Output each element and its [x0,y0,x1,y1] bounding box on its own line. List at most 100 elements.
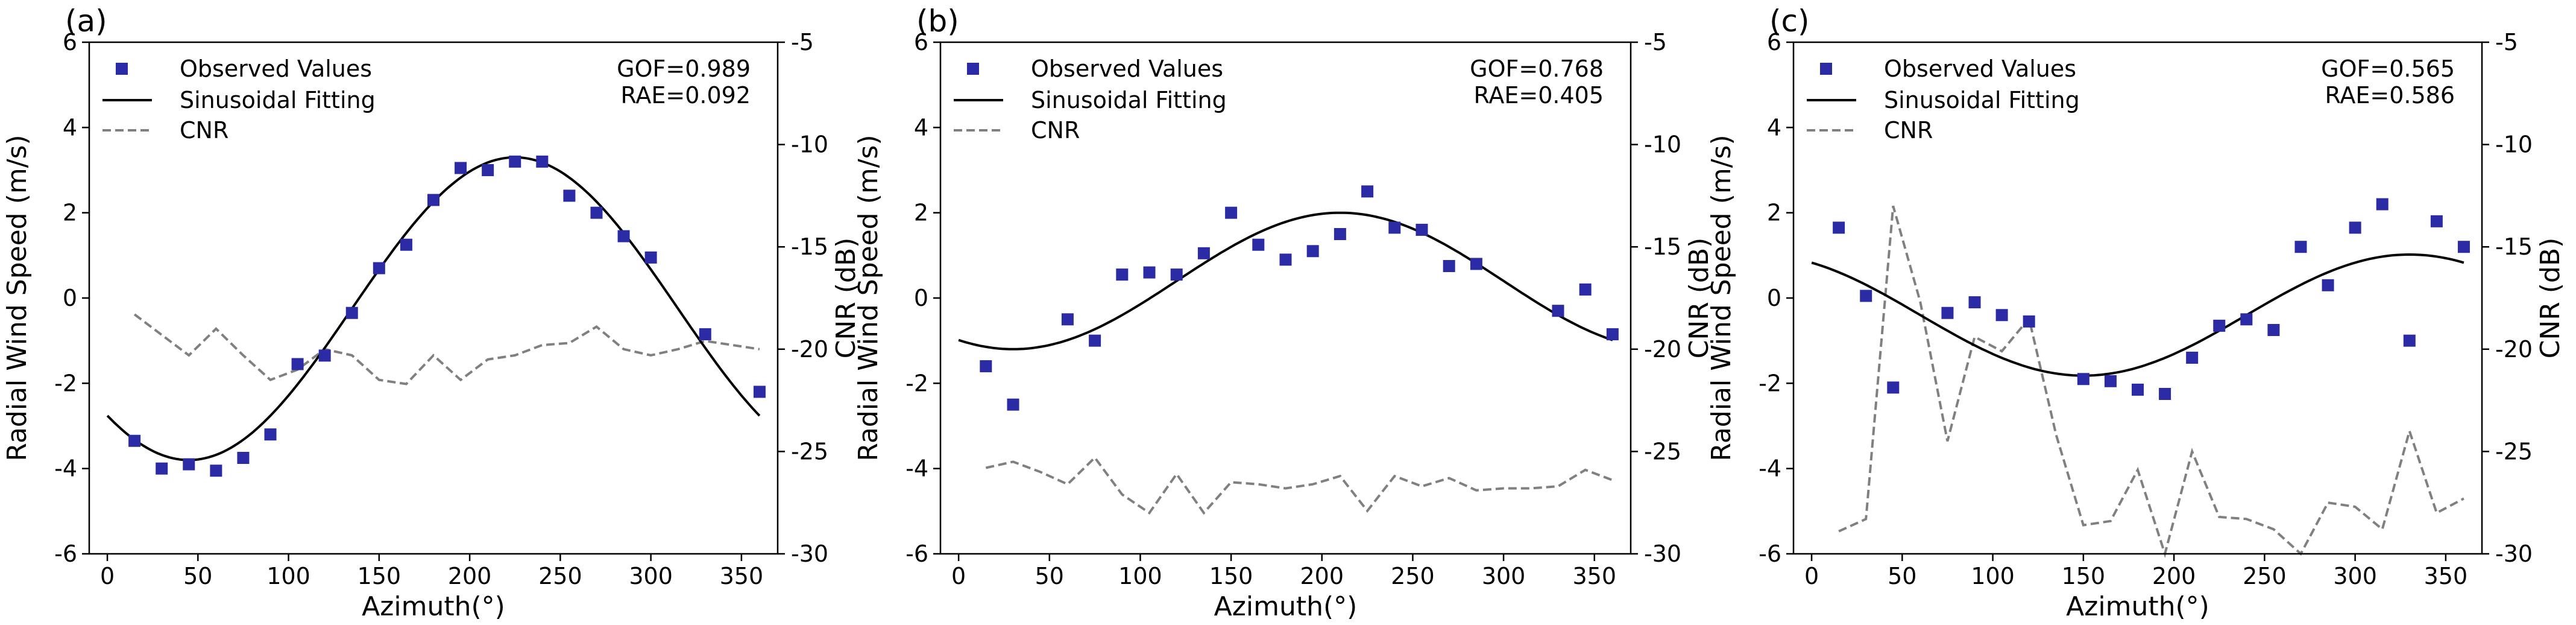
observed-point [1388,221,1401,234]
y2-axis-title: CNR (dB) [831,238,861,359]
observed-point [1334,228,1346,240]
panel-b: (b)0 50 100 150 200 250 300 350-6-4-20246-30-25… [853,4,1715,622]
x-tick-label: 200 [2152,563,2196,589]
y2-tick-label: -5 [1644,29,1667,56]
observed-point [291,358,304,370]
legend-cnr-label: CNR [1884,117,1933,144]
observed-point [536,155,549,168]
x-tick-label: 200 [1300,563,1344,589]
observed-point [2077,373,2089,385]
x-tick-label: 300 [629,563,673,589]
legend-observed-label: Observed Values [1031,56,1223,82]
x-tick-label: 0 [951,563,966,589]
x-tick-label: 150 [2062,563,2106,589]
x-tick-label: 100 [1118,563,1162,589]
x-tick-label: 100 [1971,563,2015,589]
legend-fit-label: Sinusoidal Fitting [180,87,376,113]
y2-tick-label: -20 [791,336,828,363]
observed-point [1968,296,1981,309]
observed-point [1860,290,1872,302]
observed-point [2104,375,2117,387]
observed-point [2430,215,2443,227]
panel-a: (a)0 50 100 150 200 250 300 350-6-4-20246-30-25… [2,4,861,622]
observed-point [509,155,521,168]
y-tick-label: 4 [1767,114,1781,141]
gof-text: GOF=0.768 [1470,56,1604,82]
y2-tick-label: -30 [2495,541,2533,567]
observed-point [2213,319,2226,332]
y2-tick-label: -20 [2495,336,2533,363]
y-tick-label: -6 [1759,541,1781,567]
legend-observed-label: Observed Values [1884,56,2076,82]
observed-point [2376,198,2389,211]
y-tick-label: -2 [1759,370,1781,396]
observed-point [644,251,657,264]
legend: Observed Values Sinusoidal Fitting CNR [954,56,1227,144]
observed-point [1252,238,1265,251]
observed-point [2267,324,2280,336]
y-tick-label: -6 [54,541,77,567]
observed-point [1579,283,1592,296]
legend-observed-label: Observed Values [180,56,372,82]
observed-point [210,465,222,477]
y2-tick-label: -20 [1644,336,1681,363]
legend-observed-marker [116,63,128,75]
x-tick-label: 250 [1391,563,1435,589]
observed-point [1306,245,1319,258]
observed-point [1197,247,1210,259]
x-tick-label: 300 [2333,563,2377,589]
y-tick-label: 4 [914,114,928,141]
observed-point [1143,266,1156,279]
sinusoidal-fit-line [958,211,1613,351]
x-axis-title: Azimuth(°) [1214,591,1358,622]
y2-tick-label: -10 [1644,132,1681,158]
observed-point [1887,381,1900,394]
observed-point [2023,315,2035,328]
y-axis-title: Radial Wind Speed (m/s) [2,135,33,461]
panel-label: (a) [65,4,107,39]
observed-point [1443,260,1455,272]
legend: Observed Values Sinusoidal Fitting CNR [1807,56,2080,144]
y-axis-title: Radial Wind Speed (m/s) [853,135,884,461]
y-tick-label: 2 [63,200,77,226]
observed-point [590,206,603,219]
y-tick-label: 6 [1767,29,1781,56]
observed-point [1061,313,1074,326]
rae-text: RAE=0.586 [2325,82,2455,109]
y-tick-label: 6 [914,29,928,56]
observed-point [2186,351,2199,364]
observed-point [128,434,141,447]
y2-tick-label: -10 [2495,132,2533,158]
panel-label: (c) [1769,4,1810,39]
observed-point [1279,253,1292,266]
x-tick-label: 350 [720,563,764,589]
y-tick-label: 6 [63,29,77,56]
x-tick-label: 0 [1804,563,1819,589]
x-axis-title: Azimuth(°) [2066,591,2209,622]
x-tick-label: 50 [1035,563,1064,589]
observed-point [2457,241,2470,253]
observed-point [753,385,766,398]
legend-fit-label: Sinusoidal Fitting [1884,87,2080,113]
y-tick-label: -2 [54,370,77,396]
x-tick-label: 50 [183,563,212,589]
y-tick-label: -2 [905,370,928,396]
y-tick-label: 0 [914,285,928,311]
x-tick-label: 250 [2243,563,2287,589]
x-tick-label: 300 [1482,563,1526,589]
y2-tick-label: -25 [791,438,828,465]
y2-tick-label: -15 [2495,233,2533,260]
rae-text: RAE=0.405 [1474,82,1604,109]
x-tick-label: 350 [1572,563,1616,589]
y-tick-label: 2 [914,200,928,226]
observed-point [1416,223,1428,236]
observed-point [699,328,711,341]
observed-point [1089,334,1101,347]
x-tick-label: 100 [266,563,310,589]
y2-tick-label: -5 [791,29,814,56]
y2-tick-label: -15 [1644,233,1681,260]
x-tick-label: 250 [538,563,582,589]
observed-point [2322,279,2334,291]
observed-point [455,162,467,174]
